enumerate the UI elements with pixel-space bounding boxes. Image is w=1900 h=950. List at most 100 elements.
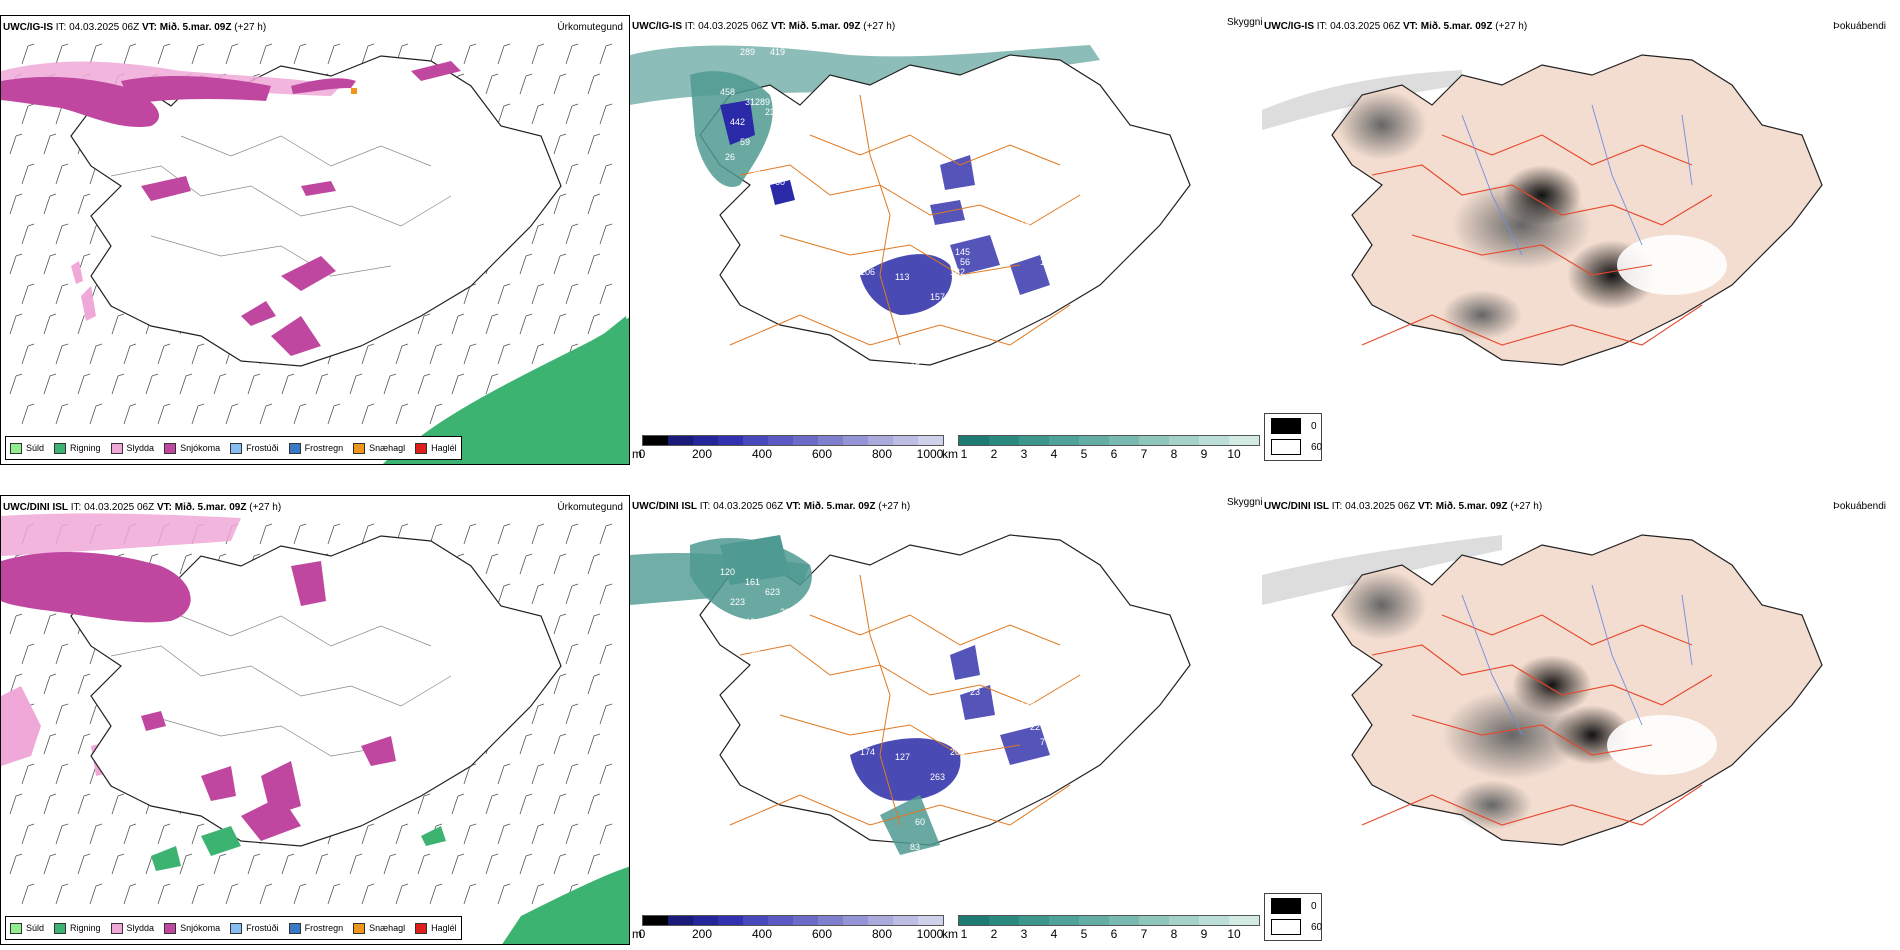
legend-item: Slydda [110,442,154,454]
legend-item: Frostregn [288,922,343,934]
legend-item: Frostúði [230,442,279,454]
legend-item: Snjókoma [164,922,220,934]
vis-value-label: 58 [960,737,970,747]
iceland-outline [699,534,1191,846]
legend-swatch [415,922,428,934]
colorbar-tick: 10 [1227,447,1241,461]
legend-swatch-max [1271,898,1301,914]
panel-header: UWC/IG-IS IT: 04.03.2025 06Z VT: Mið. 5.… [1264,21,1528,32]
vis-value-label: 419 [770,47,785,57]
vis-value-label: 289 [740,47,755,57]
colorbar-tick: 4 [1050,927,1058,941]
vis-value-label: 205 [990,307,1005,317]
vis-value-label: 127 [895,752,910,762]
vis-value-label: 59 [740,137,750,147]
vis-value-label: 115 [770,527,784,537]
visibility-title: Skyggni [1227,17,1263,28]
vis-value-label: 174 [860,747,875,757]
colorbar-tick: 5 [1080,447,1088,461]
vis-value-label: 138 [915,337,930,347]
vis-value-label: 45 [940,857,950,867]
legend-swatch [54,442,67,454]
colorbar-tick: 2 [990,927,998,941]
vis-value-label: 152 [970,597,985,607]
snow-area-west [1,551,191,623]
vis-value-label: 60 [775,177,785,187]
colorbar-tick: 200 [691,447,713,461]
legend-item: Súld [10,442,44,454]
snow-area-north [121,76,271,104]
iceland-outline [70,535,562,847]
vis-value-label: 458 [720,87,735,97]
colorbar-tick: 0 [638,927,646,941]
vis-value-label: 26 [725,152,735,162]
colorbar-unit: m [632,927,642,941]
colorbar-tick: 6 [1110,927,1118,941]
vis-value-label: 120 [720,567,735,577]
vis-value-label: 60 [915,817,925,827]
panel-header: UWC/IG-IS IT: 04.03.2025 06Z VT: Mið. 5.… [3,22,267,33]
vis-value-label: 20 [885,367,895,377]
sleet-area [1,513,241,556]
panel-header: UWC/DINI ISL IT: 04.03.2025 06Z VT: Mið.… [632,501,911,512]
precip-legend: Súld Rigning Slydda Snjókoma Frostúði Fr… [5,916,462,940]
vis-m-colorbar: m 0 200 400 600 800 1000 [632,911,944,945]
colorbar-strip [958,915,1260,926]
snow-area-south [241,256,336,356]
vis-value-label: 130 [790,687,805,697]
legend-swatch-min [1271,439,1301,455]
legend-swatch [10,922,22,934]
rain-area [151,826,241,871]
colorbar-tick: 8 [1170,927,1178,941]
legend-swatch [230,442,243,454]
legend-swatch [164,922,177,934]
vis-value-label: 167 [935,312,950,322]
panel-title: Þokuábendi [1833,501,1886,512]
fog-legend: 0 60 [1264,413,1322,461]
roads [110,615,452,757]
vis-value-label: 160 [775,657,790,667]
vis-value-label: 97 [780,127,790,137]
legend-item: Snæhagl [353,922,405,934]
vis-value-label: 108 [955,727,970,737]
legend-item: Slydda [110,922,154,934]
colorbar-tick: 10 [1227,927,1241,941]
vis-value-label: 110 [990,787,1004,797]
colorbar-tick: 200 [691,927,713,941]
colorbar-tick: 1 [960,447,968,461]
vis-value-label: 161 [745,577,760,587]
legend-item: Snæhagl [353,442,405,454]
legend-swatch [110,922,123,934]
roads [1361,134,1713,346]
panel-header: UWC/DINI ISL IT: 04.03.2025 06Z VT: Mið.… [1264,501,1543,512]
colorbar-tick: 3 [1020,927,1028,941]
vis-value-label: 113 [895,272,909,282]
vis-value-label: 29 [940,377,950,387]
hail-mark [351,88,357,94]
legend-item: Rigning [54,922,101,934]
legend-item: Rigning [54,442,101,454]
vis-value-label: 276 [930,407,945,417]
colorbar-unit: km [942,447,958,461]
colorbar-tick: 9 [1200,447,1208,461]
vis-value-label: 227 [1030,722,1045,732]
precip-panel-bottom: UWC/DINI ISL IT: 04.03.2025 06Z VT: Mið.… [0,495,630,945]
vis-value-label: 26 [915,402,925,412]
colorbar-tick: 1 [960,927,968,941]
vis-value-label: 210 [780,607,795,617]
legend-swatch [230,922,243,934]
colorbar-strip [958,435,1260,446]
vis-value-label: 182 [950,267,965,277]
vis-value-label: 31289 [745,97,770,107]
legend-item: Haglél [415,922,457,934]
colorbar-tick: 1000 [916,447,944,461]
fog-legend: 0 60 [1264,893,1322,941]
legend-swatch-min [1271,919,1301,935]
roads [1361,614,1713,826]
legend-item: Haglél [415,442,457,454]
colorbar-tick: 3 [1020,447,1028,461]
colorbar-tick: 5 [1080,927,1088,941]
vis-value-label: 77 [1040,737,1050,747]
panel-title: Þokuábendi [1833,21,1886,32]
